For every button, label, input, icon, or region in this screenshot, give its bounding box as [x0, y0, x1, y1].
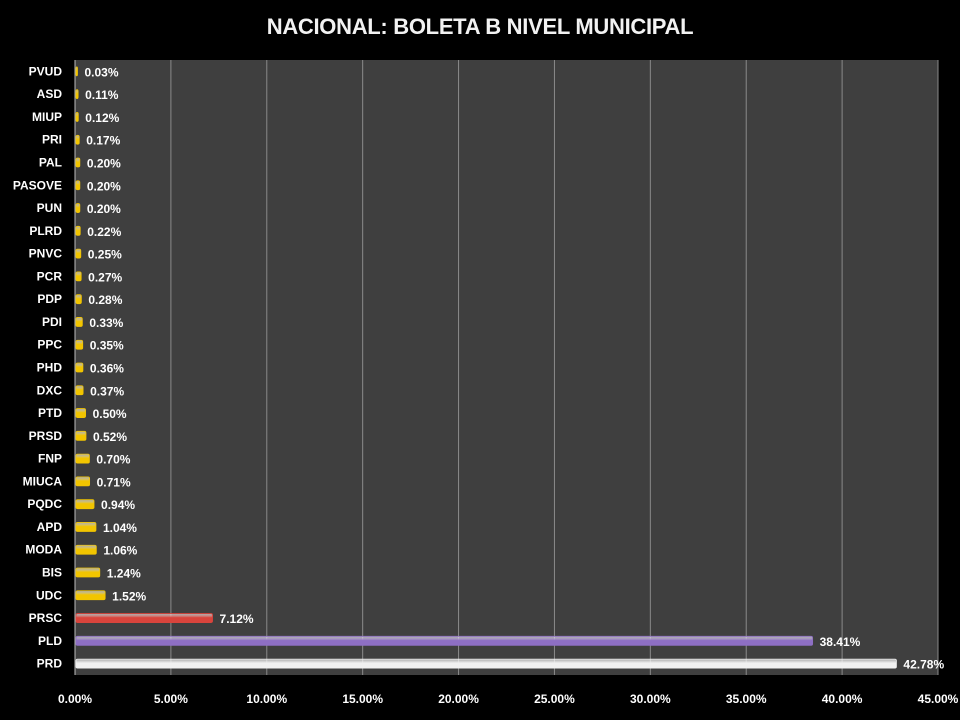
x-tick-label: 15.00%	[342, 692, 383, 706]
bar-pri	[75, 134, 80, 145]
data-label: 0.20%	[87, 157, 121, 171]
data-label: 1.52%	[112, 589, 146, 603]
bar-moda	[75, 544, 97, 555]
x-tick-label: 10.00%	[246, 692, 287, 706]
data-label: 1.24%	[107, 567, 141, 581]
bar-plrd	[75, 225, 81, 236]
bar-pdi	[75, 317, 83, 327]
bar-phd	[75, 362, 84, 373]
y-tick-label: PRSD	[29, 429, 63, 443]
bar-pal	[75, 157, 81, 168]
bar-bis	[75, 567, 101, 578]
y-tick-label: PLD	[38, 634, 62, 648]
bar-fnp	[75, 453, 90, 464]
data-label: 0.71%	[97, 475, 131, 489]
y-tick-label: APD	[37, 520, 63, 534]
y-tick-label: DXC	[37, 383, 63, 397]
bar-pqdc	[75, 499, 95, 510]
data-label: 0.33%	[89, 316, 123, 330]
data-label: 0.25%	[88, 248, 122, 262]
y-tick-label: PRD	[37, 657, 63, 671]
x-tick-label: 5.00%	[154, 692, 188, 706]
data-label: 0.17%	[86, 134, 120, 148]
data-label: 7.12%	[220, 612, 254, 626]
x-tick-label: 30.00%	[630, 692, 671, 706]
y-tick-label: PVUD	[29, 64, 63, 78]
bar-pvud	[75, 66, 78, 77]
y-tick-label: PTD	[38, 406, 62, 420]
y-tick-label: MIUP	[32, 110, 62, 124]
x-tick-label: 35.00%	[726, 692, 767, 706]
y-tick-label: PRSC	[29, 611, 63, 625]
y-tick-label: PASOVE	[13, 178, 62, 192]
data-label: 1.04%	[103, 521, 137, 535]
bar-pld	[75, 635, 814, 646]
data-label: 0.35%	[90, 339, 124, 353]
y-tick-label: PRI	[42, 133, 62, 147]
x-tick-label: 40.00%	[822, 692, 863, 706]
data-label: 42.78%	[903, 658, 944, 672]
data-label: 0.12%	[85, 111, 119, 125]
data-label: 0.50%	[93, 407, 127, 421]
bar-miuca	[75, 476, 91, 487]
data-label: 0.11%	[85, 88, 119, 102]
bar-ppc	[75, 339, 84, 350]
y-tick-label: PDP	[37, 292, 62, 306]
y-tick-label: MIUCA	[23, 474, 63, 488]
bar-apd	[75, 522, 97, 532]
y-tick-label: PPC	[37, 338, 62, 352]
y-tick-label: PCR	[37, 269, 63, 283]
y-tick-label: PNVC	[29, 247, 63, 261]
y-tick-label: ASD	[37, 87, 63, 101]
bar-dxc	[75, 385, 84, 396]
bar-pdp	[75, 294, 82, 305]
bar-prsd	[75, 430, 87, 441]
data-label: 1.06%	[103, 544, 137, 558]
bar-prd	[75, 658, 897, 669]
bar-pun	[75, 203, 81, 213]
data-label: 0.70%	[96, 453, 130, 467]
data-label: 0.27%	[88, 270, 122, 284]
x-tick-label: 45.00%	[918, 692, 959, 706]
bar-prsc	[75, 613, 213, 623]
y-tick-label: PAL	[39, 156, 62, 170]
x-tick-label: 25.00%	[534, 692, 575, 706]
x-tick-label: 20.00%	[438, 692, 479, 706]
bar-pnvc	[75, 248, 82, 259]
y-tick-label: PLRD	[29, 224, 62, 238]
y-tick-label: PHD	[37, 361, 63, 375]
y-tick-label: BIS	[42, 566, 62, 580]
y-tick-label: PUN	[37, 201, 62, 215]
bar-pasove	[75, 180, 81, 191]
data-label: 0.20%	[87, 179, 121, 193]
chart-title: NACIONAL: BOLETA B NIVEL MUNICIPAL	[266, 14, 694, 39]
bar-miup	[75, 112, 79, 122]
y-tick-label: MODA	[25, 543, 62, 557]
data-label: 0.37%	[90, 384, 124, 398]
plot-area	[75, 60, 938, 675]
data-label: 0.36%	[90, 362, 124, 376]
data-label: 38.41%	[820, 635, 861, 649]
data-label: 0.22%	[87, 225, 121, 239]
bar-ptd	[75, 408, 86, 418]
data-label: 0.94%	[101, 498, 135, 512]
data-label: 0.03%	[85, 65, 119, 79]
data-label: 0.28%	[88, 293, 122, 307]
y-tick-label: FNP	[38, 452, 62, 466]
bar-asd	[75, 89, 79, 100]
y-tick-label: UDC	[36, 588, 62, 602]
y-tick-label: PDI	[42, 315, 62, 329]
bar-pcr	[75, 271, 82, 282]
y-tick-label: PQDC	[27, 497, 62, 511]
data-label: 0.52%	[93, 430, 127, 444]
bar-udc	[75, 590, 106, 601]
data-label: 0.20%	[87, 202, 121, 216]
x-tick-label: 0.00%	[58, 692, 92, 706]
